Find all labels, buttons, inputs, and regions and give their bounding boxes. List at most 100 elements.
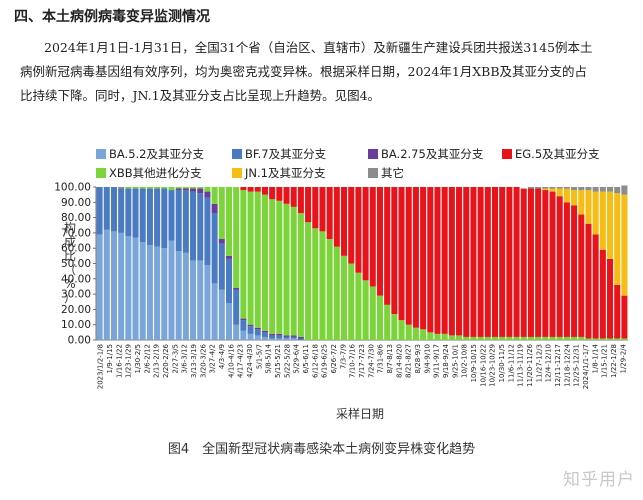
bar-segment-EG5	[312, 187, 319, 229]
bar-segment-EG5	[571, 205, 578, 337]
bar-segment-other	[614, 187, 621, 194]
x-tick-label: 5/29-6/4	[293, 343, 301, 373]
y-tick-label: 10.00	[61, 319, 91, 331]
bar-segment-XBB	[563, 336, 570, 340]
bar-segment-XBB	[535, 336, 542, 340]
bar-segment-BA52	[204, 265, 211, 340]
bar-segment-BA275	[240, 318, 247, 321]
bar-segment-EG5	[506, 187, 513, 337]
bar-segment-BA275	[197, 188, 204, 194]
bar-segment-other	[556, 187, 563, 189]
bar-segment-EG5	[412, 187, 419, 328]
legend-swatch-other	[368, 168, 378, 178]
bar-segment-BF7	[283, 336, 290, 339]
bar-segment-BA52	[283, 338, 290, 340]
bar-segment-XBB	[427, 332, 434, 340]
legend-swatch-BF7	[232, 149, 242, 159]
bar-segment-BA52	[161, 248, 168, 340]
bar-segment-BA275	[290, 335, 297, 337]
watermark: 知乎用户	[563, 470, 635, 490]
legend-label-BF7: BF.7及其亚分支	[245, 147, 327, 161]
bar-segment-BA275	[233, 287, 240, 290]
bar-segment-EG5	[355, 187, 362, 273]
bar-segment-XBB	[441, 333, 448, 340]
legend-swatch-XBB	[96, 168, 106, 178]
x-tick-label: 12/25-12/31	[573, 344, 581, 387]
bar-segment-EG5	[362, 187, 369, 281]
bar-segment-XBB	[477, 336, 484, 340]
x-tick-label: 11/13-11/19	[517, 344, 525, 387]
bar-segment-XBB	[448, 335, 455, 340]
bar-segment-EG5	[448, 187, 455, 336]
bar-segment-EG5	[434, 187, 441, 334]
bar-segment-XBB	[211, 187, 218, 204]
bar-segment-XBB	[549, 336, 556, 340]
bar-segment-XBB	[463, 336, 470, 340]
bar-segment-EG5	[599, 249, 606, 339]
bar-segment-BA52	[125, 235, 132, 340]
bar-segment-BA52	[190, 260, 197, 340]
x-tick-label: 5/8-5/14	[265, 343, 273, 373]
x-tick-label: 6/26-7/2	[330, 344, 338, 374]
bar-segment-other	[592, 187, 599, 192]
bar-segment-BF7	[103, 187, 110, 230]
bar-segment-BF7	[211, 213, 218, 284]
x-tick-label: 6/19-6/25	[321, 344, 329, 378]
x-tick-label: 12/18-12/24	[563, 343, 571, 386]
bar-segment-XBB	[283, 203, 290, 336]
bar-segment-EG5	[585, 223, 592, 339]
x-tick-label: 6/12-6/18	[311, 344, 319, 378]
bar-segment-XBB	[326, 239, 333, 340]
bar-segment-XBB	[506, 336, 513, 340]
x-tick-label: 8/21-8/27	[405, 344, 413, 378]
bar-segment-XBB	[240, 190, 247, 319]
bar-segment-XBB	[520, 336, 527, 340]
bar-segment-EG5	[456, 187, 463, 336]
y-tick-label: 30.00	[61, 289, 91, 301]
x-tick-label: 7/24-7/30	[367, 344, 375, 378]
bar-segment-XBB	[614, 338, 621, 340]
bar-segment-BF7	[261, 332, 268, 337]
x-axis-label: 采样日期	[336, 406, 384, 421]
bar-segment-XBB	[571, 336, 578, 340]
bar-segment-BA52	[247, 333, 254, 340]
bar-segment-EG5	[535, 188, 542, 337]
x-tick-label: 7/3-7/9	[339, 344, 347, 369]
x-tick-label: 12/4-12/10	[545, 344, 553, 382]
x-tick-label: 2024/1/1-1/7	[582, 344, 590, 389]
bar-segment-XBB	[376, 295, 383, 340]
bar-segment-EG5	[441, 187, 448, 334]
bar-segment-XBB	[132, 187, 139, 189]
bar-segment-EG5	[420, 187, 427, 330]
y-tick-label: 0.00	[68, 335, 91, 347]
bar-segment-BA275	[283, 335, 290, 337]
bar-segment-EG5	[348, 187, 355, 264]
x-tick-labels: 2023/1/2-1/8 1/9-1/15 1/16-1/22 1/23-1/29 1/…	[97, 343, 628, 389]
bar-segment-XBB	[333, 246, 340, 340]
x-tick-label: 8/7-8/13	[386, 344, 394, 374]
bar-segment-BA275	[218, 239, 225, 244]
bar-segment-EG5	[621, 295, 628, 339]
bar-segment-XBB	[168, 187, 175, 191]
bar-segment-XBB	[175, 187, 182, 189]
bar-segment-EG5	[405, 187, 412, 325]
y-tick-label: 90.00	[61, 197, 91, 209]
y-tick-label: 100.00	[54, 182, 91, 194]
bar-segment-XBB	[542, 336, 549, 340]
bar-segment-EG5	[333, 187, 340, 247]
x-tick-label: 1/22-1/28	[610, 344, 618, 378]
paragraph: 2024年1月1日-1月31日，全国31个省（自治区、直辖市）及新疆生产建设兵团…	[20, 36, 643, 108]
legend-swatch-BA52	[96, 149, 106, 159]
bar-segment-BA275	[276, 333, 283, 336]
bar-segment-EG5	[470, 187, 477, 337]
bar-segment-BA52	[139, 242, 146, 340]
bar-segment-XBB	[290, 206, 297, 336]
bar-segment-BF7	[269, 335, 276, 339]
x-tick-label: 1/8-1/14	[591, 343, 599, 373]
x-tick-label: 4/3-4/9	[218, 344, 226, 369]
x-tick-label: 1/23-1/29	[125, 344, 133, 378]
bar-segment-EG5	[305, 187, 312, 223]
bar-segment-XBB	[470, 336, 477, 340]
x-tick-label: 5/15-5/21	[274, 344, 282, 378]
bar-segment-other	[607, 187, 614, 192]
